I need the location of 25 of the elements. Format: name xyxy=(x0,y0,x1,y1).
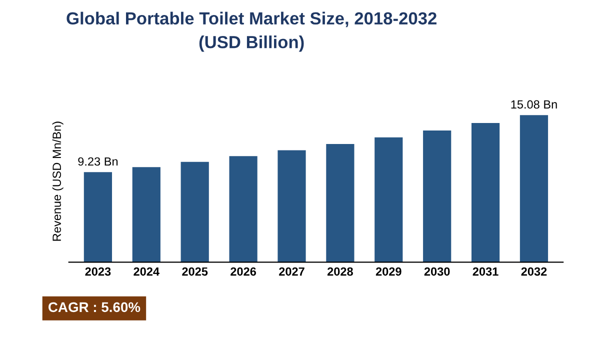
y-axis-title: Revenue (USD Mn/Bn) xyxy=(52,122,64,241)
bar xyxy=(229,156,258,262)
bar xyxy=(326,144,354,262)
x-tick-label: 2024 xyxy=(134,267,160,276)
x-tick-label: 2032 xyxy=(521,267,547,276)
x-tick-label: 2026 xyxy=(230,267,256,276)
data-label: 9.23 Bn xyxy=(78,157,118,166)
chart-title: Global Portable Toilet Market Size, 2018-2032 (USD Billion) xyxy=(66,12,436,52)
bar xyxy=(374,137,403,262)
bar xyxy=(132,167,160,262)
x-tick-label: 2023 xyxy=(85,267,111,276)
x-tick-label: 2031 xyxy=(472,267,498,276)
x-tick-label: 2028 xyxy=(327,267,353,276)
text: CAGR : 5.60% xyxy=(48,302,140,312)
data-label: 15.08 Bn xyxy=(511,100,557,109)
bar xyxy=(278,150,306,262)
bar xyxy=(84,172,112,262)
x-tick-label: 2027 xyxy=(279,267,304,276)
bar xyxy=(180,162,209,262)
x-tick-label: 2025 xyxy=(182,267,208,276)
bar xyxy=(423,130,452,262)
bar xyxy=(520,115,548,262)
x-tick-label: 2030 xyxy=(424,267,450,276)
x-tick-label: 2029 xyxy=(376,267,402,276)
bar xyxy=(471,123,500,262)
